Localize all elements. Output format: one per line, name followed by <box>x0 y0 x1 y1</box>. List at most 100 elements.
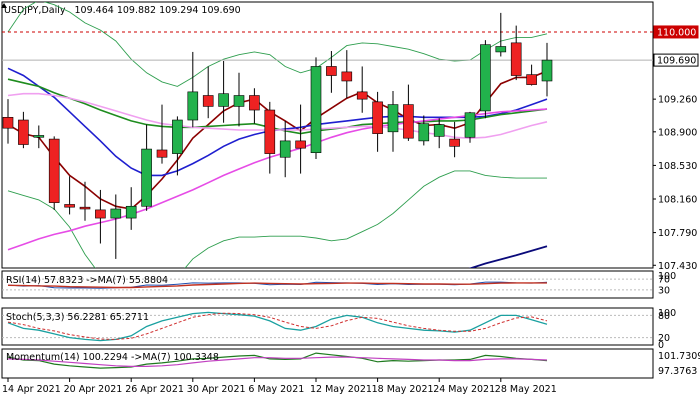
momentum-ma-line <box>7 356 548 367</box>
candle <box>341 50 353 99</box>
resistance-tag: 110.000 <box>653 25 699 39</box>
price-tick-label: 108.160 <box>658 195 697 206</box>
bear-candle-body <box>372 101 383 134</box>
ma-pink-line <box>7 108 548 251</box>
candle <box>141 124 152 211</box>
candle <box>264 101 276 174</box>
candle <box>33 125 45 149</box>
bull-candle-body <box>33 135 45 138</box>
bear-candle-body <box>64 204 75 208</box>
stoch-label: Stoch(5,3,3) 56.2281 65.2711 <box>6 312 149 323</box>
candle <box>233 72 245 127</box>
rsi-panel <box>1 270 654 299</box>
candle <box>2 99 14 144</box>
last-price-tag: 109.690 <box>653 53 699 67</box>
date-tick-label: 30 Apr 2021 <box>187 384 246 395</box>
bear-candle-body <box>449 138 460 147</box>
date-tick-label: 6 May 2021 <box>248 384 304 395</box>
bear-candle-body <box>510 42 522 76</box>
candle <box>95 189 106 244</box>
bull-candle-body <box>495 46 507 53</box>
candle <box>295 104 306 174</box>
resistance-tag-text: 110.000 <box>657 27 696 38</box>
momentum-label: Momentum(14) 100.2294 ->MA(7) 100.3348 <box>6 352 219 363</box>
date-axis: 14 Apr 2021 20 Apr 2021 26 Apr 2021 30 Apr … <box>2 378 557 395</box>
last-price-tag-box <box>653 53 699 67</box>
bear-candle-body <box>526 74 537 85</box>
candle <box>541 42 553 97</box>
date-tick-label: 24 May 2021 <box>433 384 495 395</box>
candle <box>480 40 491 119</box>
bear-candle-body <box>326 66 337 76</box>
candle <box>48 136 60 210</box>
price-tick-label: 108.530 <box>658 161 697 172</box>
bull-candle-body <box>433 124 445 137</box>
price-tick-label: 107.430 <box>658 261 697 272</box>
bull-candle-body <box>110 208 122 219</box>
candle <box>526 64 537 86</box>
bear-candle-body <box>341 71 353 82</box>
stoch-main-line <box>7 311 548 342</box>
candle <box>218 61 229 123</box>
bear-candle-body <box>95 209 106 219</box>
date-tick-label: 14 Apr 2021 <box>2 384 61 395</box>
candle <box>79 181 91 221</box>
main-panel <box>1 1 654 269</box>
ohlc-label: 109.464 109.882 109.294 109.690 <box>75 5 241 16</box>
bull-candle-body <box>541 59 553 82</box>
resistance-tag-box <box>653 25 699 39</box>
date-tick-label: 28 May 2021 <box>495 384 557 395</box>
momentum-plot <box>7 352 548 369</box>
rsi-plot <box>2 278 653 291</box>
candle <box>249 88 260 124</box>
symbol-label-text: USDJPY,Daily <box>4 5 66 16</box>
candle <box>510 25 522 81</box>
candle <box>125 187 137 230</box>
bull-candle-body <box>387 104 399 133</box>
last-price-tag-text: 109.690 <box>657 56 696 67</box>
stoch-signal-line <box>7 312 548 340</box>
bull-candle-body <box>187 91 199 121</box>
candle <box>418 115 430 146</box>
candle <box>449 121 460 158</box>
rsi-label: RSI(14) 57.8323 ->MA(7) 55.8804 <box>6 275 168 286</box>
candle <box>310 57 322 160</box>
bear-candle-body <box>79 206 91 210</box>
bull-candle-body <box>279 140 291 158</box>
stoch-level-label: 20 <box>658 333 670 344</box>
bull-candle-body <box>125 205 137 219</box>
candle <box>387 90 399 152</box>
candle <box>202 66 214 119</box>
bear-candle-body <box>295 140 306 149</box>
price-axis: 109.260 108.900 108.530 108.160 107.790 107.4… <box>653 25 700 377</box>
candle <box>64 176 75 215</box>
rsi-level-label: 30 <box>658 285 670 296</box>
bull-candle-body <box>418 123 430 142</box>
price-tick-label: 109.260 <box>658 95 697 106</box>
bull-candle-body <box>233 95 245 107</box>
candle <box>110 194 122 259</box>
date-tick-label: 26 Apr 2021 <box>125 384 184 395</box>
candle <box>187 51 199 128</box>
ma-light-pink-line <box>7 92 548 140</box>
rsi-level-label: 70 <box>658 275 670 286</box>
bear-candle-body <box>264 109 276 154</box>
momentum-bottom-label: 97.3763 <box>658 366 697 377</box>
candle <box>172 116 183 176</box>
bull-candle-body <box>464 112 476 138</box>
bear-candle-body <box>202 95 214 107</box>
bear-candle-body <box>156 149 168 158</box>
symbol-label: USDJPY,Daily 109.464 109.882 109.294 109… <box>4 5 241 16</box>
candle <box>18 111 29 149</box>
candle <box>156 104 168 164</box>
bear-candle-body <box>18 119 29 145</box>
stoch-top-label: 100 <box>658 308 676 319</box>
stoch-plot <box>2 311 653 342</box>
bear-candle-body <box>356 91 368 100</box>
momentum-top-label: 101.7309 <box>658 351 700 362</box>
price-tick-label: 107.790 <box>658 228 697 239</box>
bollinger-lower-line <box>7 170 547 268</box>
price-tick-label: 108.900 <box>658 127 697 138</box>
candle <box>356 66 368 113</box>
